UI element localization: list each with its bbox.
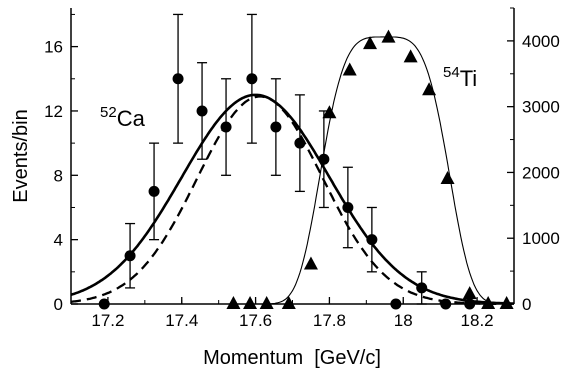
- ti54-point: [422, 82, 437, 96]
- ti54-point: [342, 62, 357, 76]
- ti54-point: [481, 296, 496, 309]
- ca52-element: Ca: [117, 106, 146, 131]
- ti54-point: [440, 171, 455, 185]
- ca52-point: [172, 73, 184, 85]
- ti54-point: [322, 105, 337, 119]
- y-left-tick-label: 0: [54, 295, 63, 314]
- ti54-mass-number: 54: [443, 64, 460, 81]
- ca52-label: 52Ca: [100, 104, 146, 131]
- ti54-point: [363, 36, 378, 50]
- ca52-point: [220, 121, 232, 133]
- ca52-point: [390, 298, 402, 310]
- x-tick-label: 18.2: [461, 311, 494, 330]
- ca52-point: [124, 250, 136, 262]
- ca52-point: [270, 121, 282, 133]
- y-left-tick-label: 16: [44, 38, 63, 57]
- ca52-point: [342, 201, 354, 213]
- ti54-point: [403, 49, 418, 63]
- ti54-label: 54Ti: [443, 64, 477, 91]
- y-right-tick-label: 1000: [522, 229, 560, 248]
- y-axis-label-left: Events/bin: [10, 109, 32, 202]
- plot-frame: [70, 8, 515, 305]
- y-right-tick-label: 3000: [522, 98, 560, 117]
- x-axis-label: Momentum [GeV/c]: [203, 347, 381, 368]
- x-tick-label: 17.4: [165, 311, 198, 330]
- ti54-point: [226, 296, 241, 309]
- ti54-point: [281, 296, 296, 309]
- ti54-point: [462, 286, 477, 300]
- x-tick-label: 17.6: [239, 311, 272, 330]
- ca52-point: [246, 73, 258, 85]
- ca52-point: [98, 298, 110, 310]
- x-tick-label: 18: [394, 311, 413, 330]
- data-points: [98, 13, 514, 310]
- y-right-tick-label: 2000: [522, 163, 560, 182]
- y-left-tick-label: 8: [54, 166, 63, 185]
- ca52-point: [148, 185, 160, 197]
- y-right-tick-label: 0: [522, 295, 531, 314]
- ca52-point: [464, 298, 476, 310]
- ti54-point: [243, 296, 258, 309]
- ti54-point: [303, 256, 318, 270]
- ca52-mass-number: 52: [100, 104, 117, 121]
- ca52-point: [366, 234, 378, 246]
- ti54-point: [259, 296, 274, 309]
- ca52-point: [294, 137, 306, 149]
- x-tick-label: 17.2: [91, 311, 124, 330]
- fit-curve-solid-thick: [70, 93, 514, 305]
- y-left-tick-label: 4: [54, 231, 63, 250]
- ca52-point: [196, 105, 208, 117]
- y-right-tick-label: 4000: [522, 32, 560, 51]
- ca52-point: [416, 282, 428, 294]
- x-tick-label: 17.8: [313, 311, 346, 330]
- ti54-point: [499, 296, 514, 309]
- y-left-tick-label: 12: [44, 102, 63, 121]
- ti54-element: Ti: [460, 66, 478, 91]
- axis-ticks: 17.2 17.4 17.6 17.8 18 18.2 0 4 8 12 16 0 1000 2000 30…: [44, 7, 560, 330]
- ca52-point: [318, 153, 330, 165]
- ti54-point: [381, 29, 396, 43]
- ca52-point: [440, 298, 452, 310]
